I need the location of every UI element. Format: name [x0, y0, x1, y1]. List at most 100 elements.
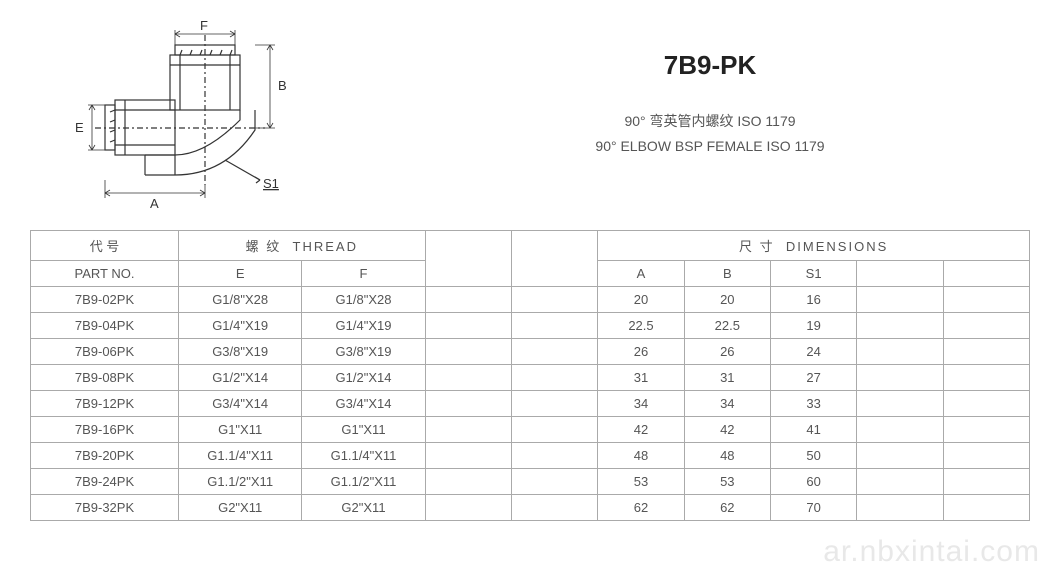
table-cell: 22.5: [598, 313, 684, 339]
table-cell: 50: [770, 443, 856, 469]
table-cell: G1.1/2"X11: [179, 469, 302, 495]
table-cell: [425, 495, 511, 521]
table-cell: [857, 339, 943, 365]
specifications-table: 代 号 螺 纹 THREAD 尺 寸 DIMENSIONS PART NO. E…: [30, 230, 1030, 521]
table-header-row-1: 代 号 螺 纹 THREAD 尺 寸 DIMENSIONS: [31, 231, 1030, 261]
table-cell: [425, 339, 511, 365]
table-row: 7B9-08PKG1/2"X14G1/2"X14313127: [31, 365, 1030, 391]
table-cell: G1/4"X19: [302, 313, 425, 339]
table-cell: [857, 391, 943, 417]
header-thread-cn: 螺 纹: [246, 239, 282, 254]
table-cell: 53: [598, 469, 684, 495]
table-cell: 34: [598, 391, 684, 417]
table-cell: [943, 391, 1029, 417]
table-cell: 42: [684, 417, 770, 443]
table-cell: G1.1/4"X11: [179, 443, 302, 469]
table-row: 7B9-06PKG3/8"X19G3/8"X19262624: [31, 339, 1030, 365]
table-cell: 24: [770, 339, 856, 365]
table-cell: 7B9-12PK: [31, 391, 179, 417]
table-cell: G2"X11: [302, 495, 425, 521]
table-cell: 41: [770, 417, 856, 443]
table-cell: G1"X11: [302, 417, 425, 443]
header-e: E: [179, 261, 302, 287]
header-dim-en: DIMENSIONS: [786, 239, 888, 254]
header-section: F B E: [30, 20, 1030, 220]
header-blank-4: [943, 261, 1029, 287]
table-cell: [943, 339, 1029, 365]
table-cell: [511, 287, 597, 313]
description-en: 90° ELBOW BSP FEMALE ISO 1179: [390, 134, 1030, 159]
table-cell: G1.1/4"X11: [302, 443, 425, 469]
table-cell: G1/8"X28: [302, 287, 425, 313]
table-cell: 70: [770, 495, 856, 521]
table-cell: [943, 495, 1029, 521]
table-cell: 7B9-02PK: [31, 287, 179, 313]
table-cell: G1/8"X28: [179, 287, 302, 313]
table-cell: 7B9-24PK: [31, 469, 179, 495]
table-row: 7B9-16PKG1"X11G1"X11424241: [31, 417, 1030, 443]
table-cell: [511, 495, 597, 521]
table-cell: [943, 313, 1029, 339]
table-cell: [425, 391, 511, 417]
table-cell: [425, 365, 511, 391]
watermark-text: ar.nbxintai.com: [823, 535, 1040, 569]
title-block: 7B9-PK 90° 弯英管内螺纹 ISO 1179 90° ELBOW BSP…: [390, 20, 1030, 159]
table-cell: [857, 495, 943, 521]
table-row: 7B9-12PKG3/4"X14G3/4"X14343433: [31, 391, 1030, 417]
dim-label-a: A: [150, 196, 159, 211]
table-cell: 7B9-32PK: [31, 495, 179, 521]
table-cell: 26: [684, 339, 770, 365]
table-cell: [425, 313, 511, 339]
table-row: 7B9-24PKG1.1/2"X11G1.1/2"X11535360: [31, 469, 1030, 495]
header-blank-3: [857, 261, 943, 287]
table-cell: 34: [684, 391, 770, 417]
header-dimensions-group: 尺 寸 DIMENSIONS: [598, 231, 1030, 261]
table-row: 7B9-20PKG1.1/4"X11G1.1/4"X11484850: [31, 443, 1030, 469]
header-partno-cn: 代 号: [31, 231, 179, 261]
table-cell: 53: [684, 469, 770, 495]
table-cell: [511, 339, 597, 365]
header-a: A: [598, 261, 684, 287]
table-cell: 62: [598, 495, 684, 521]
table-cell: [425, 417, 511, 443]
table-cell: [511, 417, 597, 443]
table-cell: [857, 287, 943, 313]
table-cell: 7B9-20PK: [31, 443, 179, 469]
table-cell: G3/4"X14: [302, 391, 425, 417]
table-row: 7B9-32PKG2"X11G2"X11626270: [31, 495, 1030, 521]
table-cell: [857, 443, 943, 469]
table-cell: 60: [770, 469, 856, 495]
header-b: B: [684, 261, 770, 287]
table-cell: 48: [684, 443, 770, 469]
table-cell: [425, 443, 511, 469]
table-cell: G2"X11: [179, 495, 302, 521]
table-cell: 42: [598, 417, 684, 443]
table-cell: 20: [684, 287, 770, 313]
table-cell: 62: [684, 495, 770, 521]
table-cell: 7B9-06PK: [31, 339, 179, 365]
dim-label-s1: S1: [263, 176, 279, 191]
table-cell: 22.5: [684, 313, 770, 339]
table-row: 7B9-02PKG1/8"X28G1/8"X28202016: [31, 287, 1030, 313]
table-cell: [857, 313, 943, 339]
table-cell: G1/2"X14: [179, 365, 302, 391]
table-cell: 7B9-16PK: [31, 417, 179, 443]
table-cell: G1.1/2"X11: [302, 469, 425, 495]
table-cell: [425, 469, 511, 495]
table-cell: [943, 417, 1029, 443]
dim-label-f: F: [200, 20, 208, 33]
table-cell: 33: [770, 391, 856, 417]
page-container: F B E: [0, 0, 1060, 575]
table-cell: [857, 417, 943, 443]
header-thread-en: THREAD: [293, 239, 358, 254]
table-cell: G1/2"X14: [302, 365, 425, 391]
table-cell: G1"X11: [179, 417, 302, 443]
table-cell: [511, 313, 597, 339]
table-cell: [511, 391, 597, 417]
table-cell: G3/8"X19: [179, 339, 302, 365]
header-blank-1: [425, 231, 511, 287]
table-cell: [943, 287, 1029, 313]
table-cell: 7B9-04PK: [31, 313, 179, 339]
table-cell: [857, 469, 943, 495]
table-cell: [943, 443, 1029, 469]
